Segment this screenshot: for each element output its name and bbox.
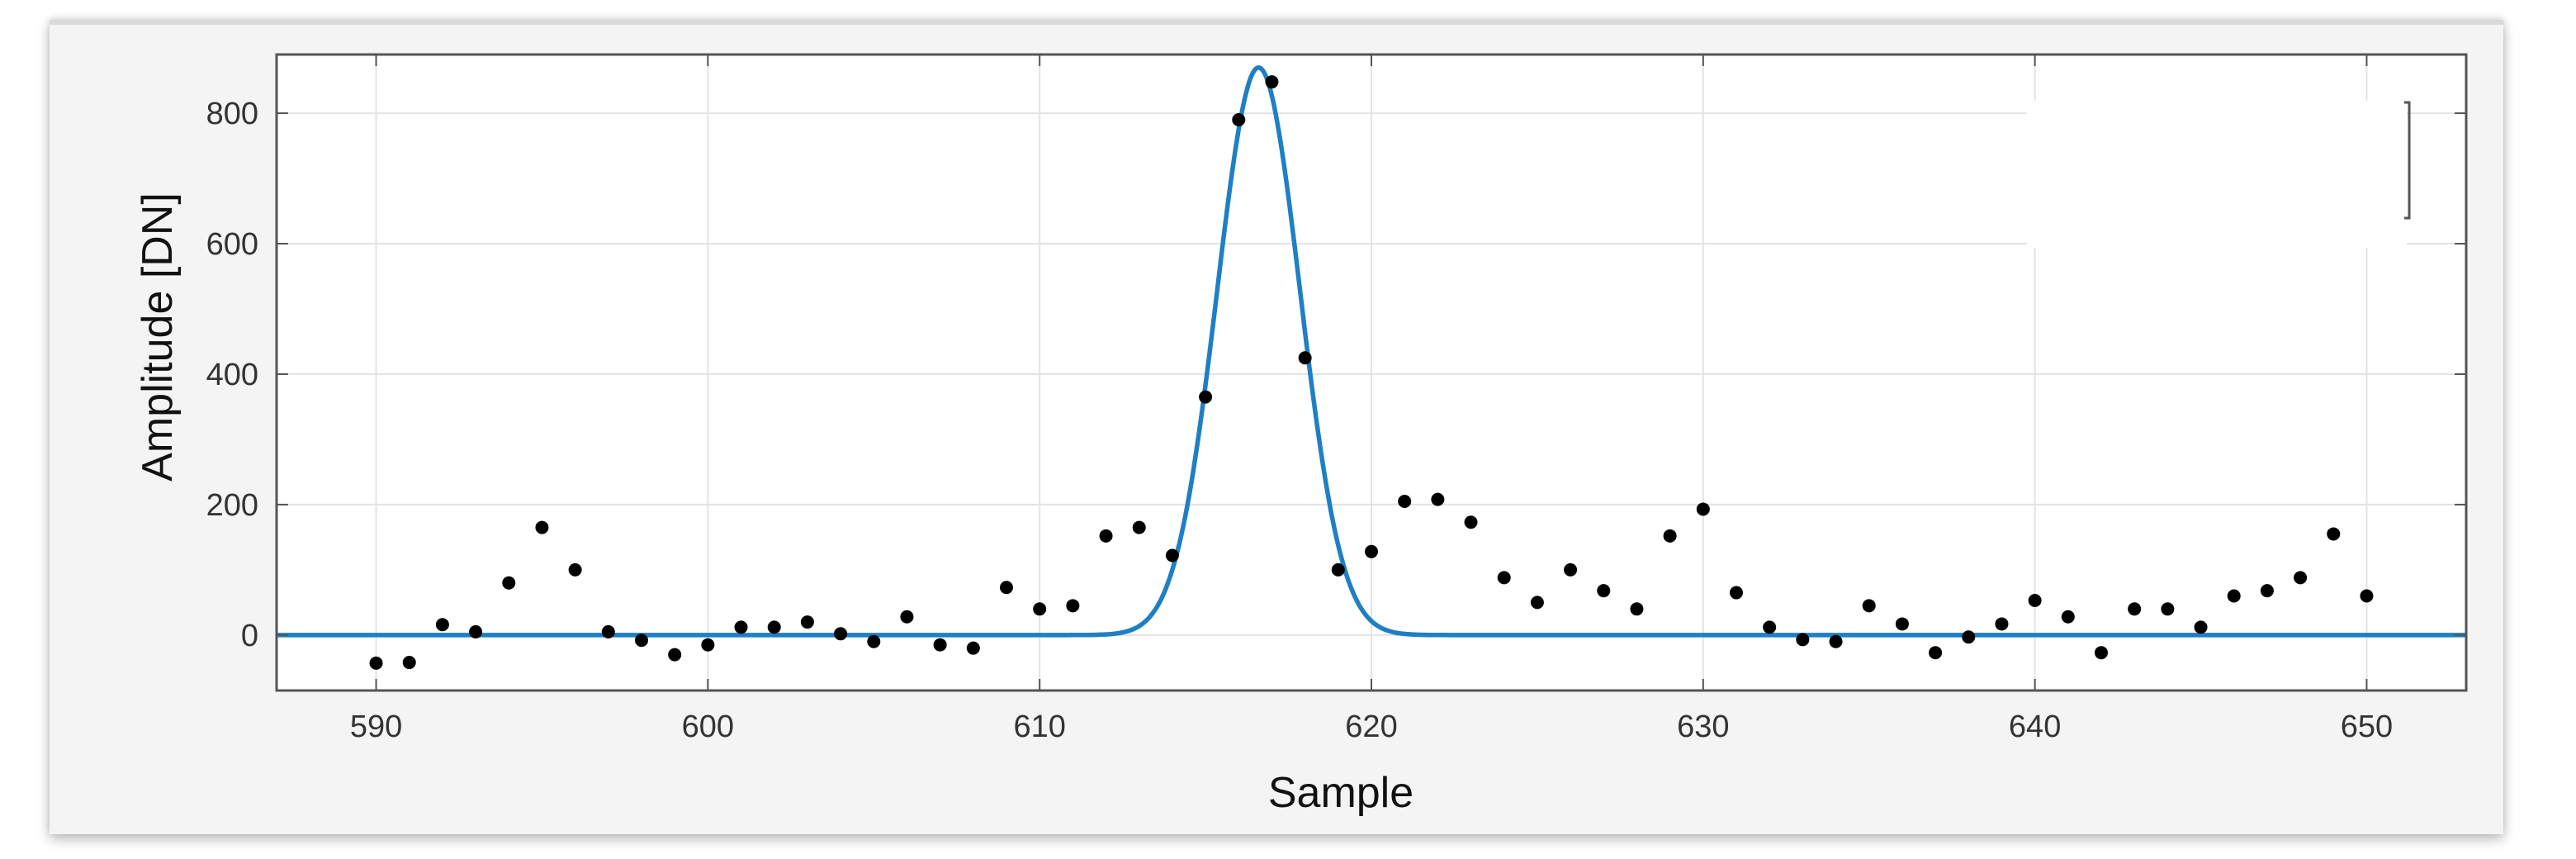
data-point bbox=[1895, 617, 1909, 631]
y-tick-label: 0 bbox=[241, 619, 258, 653]
x-tick-label: 590 bbox=[350, 710, 402, 744]
data-point bbox=[1929, 646, 1943, 660]
y-tick-label: 200 bbox=[206, 488, 258, 523]
data-point bbox=[1829, 634, 1843, 648]
data-point bbox=[701, 638, 715, 652]
data-point bbox=[2194, 620, 2208, 634]
data-point bbox=[2095, 646, 2108, 660]
data-point bbox=[1431, 492, 1445, 506]
data-point bbox=[469, 624, 483, 638]
axis-ticks bbox=[277, 55, 2466, 691]
data-point bbox=[369, 656, 383, 670]
data-point bbox=[900, 610, 914, 624]
x-tick-label: 600 bbox=[682, 710, 734, 744]
data-point bbox=[1033, 602, 1047, 616]
data-point bbox=[1132, 520, 1146, 534]
data-point bbox=[734, 620, 748, 634]
data-point bbox=[1331, 562, 1345, 577]
data-point bbox=[1763, 620, 1777, 634]
data-point bbox=[1365, 544, 1378, 558]
data-point bbox=[2327, 527, 2341, 541]
data-point bbox=[2061, 610, 2075, 624]
data-point bbox=[1862, 599, 1876, 613]
data-point bbox=[568, 562, 582, 577]
data-point bbox=[1099, 529, 1113, 543]
x-axis-label: Sample bbox=[1268, 769, 1413, 817]
x-tick-label: 640 bbox=[2009, 710, 2061, 744]
y-tick-labels: 0 200 400 600 800 bbox=[206, 97, 258, 653]
data-point bbox=[1696, 502, 1710, 516]
data-point bbox=[2260, 584, 2274, 598]
data-point bbox=[435, 618, 449, 632]
data-point bbox=[1663, 529, 1677, 543]
data-point bbox=[2128, 602, 2142, 616]
x-tick-label: 630 bbox=[1677, 710, 1729, 744]
data-point bbox=[2294, 571, 2308, 585]
data-point bbox=[1199, 390, 1213, 404]
data-point bbox=[933, 638, 947, 652]
data-point bbox=[1962, 630, 1976, 644]
y-axis-label: Amplitude [DN] bbox=[134, 192, 182, 482]
data-point bbox=[2360, 589, 2374, 603]
data-point bbox=[1630, 602, 1644, 616]
data-point bbox=[601, 624, 615, 638]
data-point bbox=[402, 656, 416, 670]
data-point bbox=[767, 620, 781, 634]
data-point bbox=[1232, 112, 1246, 126]
x-tick-label: 650 bbox=[2341, 710, 2393, 744]
data-point bbox=[1597, 584, 1611, 598]
data-point bbox=[1796, 633, 1810, 647]
data-point bbox=[1530, 596, 1544, 610]
data-point bbox=[1464, 515, 1478, 529]
data-point bbox=[2227, 589, 2241, 603]
data-point bbox=[867, 634, 881, 648]
data-point bbox=[966, 641, 980, 655]
data-point bbox=[1165, 548, 1179, 562]
legend-bracket bbox=[2404, 101, 2411, 220]
y-tick-label: 800 bbox=[206, 97, 258, 131]
y-tick-label: 600 bbox=[206, 227, 258, 262]
data-point bbox=[1398, 494, 1412, 508]
x-tick-label: 620 bbox=[1345, 710, 1397, 744]
x-tick-label: 610 bbox=[1013, 710, 1065, 744]
data-point bbox=[1497, 571, 1511, 585]
data-point bbox=[668, 648, 682, 662]
data-point bbox=[2161, 602, 2175, 616]
x-tick-labels: 590 600 610 620 630 640 650 bbox=[350, 710, 2393, 744]
data-point bbox=[834, 627, 848, 641]
data-point bbox=[1066, 599, 1080, 613]
data-point bbox=[635, 634, 648, 648]
data-point bbox=[1000, 581, 1013, 595]
data-point bbox=[1298, 351, 1312, 365]
data-point bbox=[800, 615, 814, 629]
data-point bbox=[535, 520, 549, 534]
data-points bbox=[369, 75, 2374, 670]
data-point bbox=[1564, 562, 1578, 577]
data-point bbox=[502, 576, 516, 590]
data-point bbox=[1995, 617, 2009, 631]
data-point bbox=[1265, 75, 1279, 89]
data-point bbox=[2028, 594, 2042, 608]
legend-box bbox=[2027, 101, 2407, 248]
y-tick-label: 400 bbox=[206, 358, 258, 392]
data-point bbox=[1730, 586, 1743, 600]
